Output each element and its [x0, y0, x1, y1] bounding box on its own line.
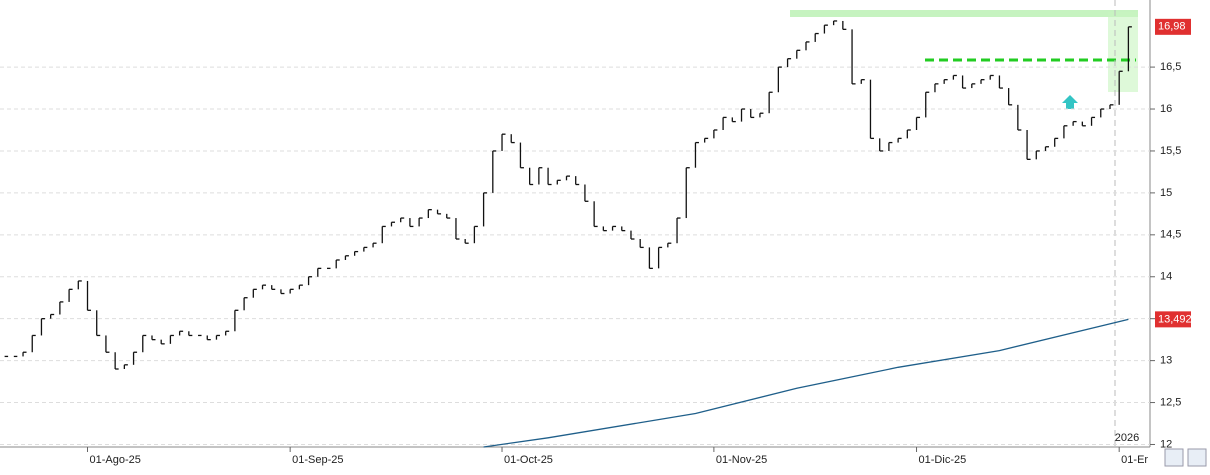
x-tick-label: 01-Er — [1121, 454, 1148, 466]
x-tick-label: 01-Ago-25 — [90, 454, 141, 466]
x-tick-label: 01-Nov-25 — [716, 454, 767, 466]
zoom-button[interactable] — [1164, 448, 1184, 467]
x-tick-label: 01-Oct-25 — [504, 454, 553, 466]
last-value-label: 13,492 — [1158, 313, 1192, 325]
y-tick-label: 15,5 — [1160, 145, 1181, 157]
y-tick-label: 15 — [1160, 187, 1172, 199]
y-tick-label: 16 — [1160, 103, 1172, 115]
up-arrow — [1062, 95, 1078, 109]
y-tick-label: 13 — [1160, 355, 1172, 367]
y-tick-label: 14,5 — [1160, 229, 1181, 241]
save-button[interactable] — [1187, 448, 1207, 467]
last-value-label: 16,98 — [1158, 21, 1186, 33]
highlight-box — [1108, 12, 1138, 92]
y-tick-label: 12,5 — [1160, 396, 1181, 408]
x-tick-label: 01-Sep-25 — [292, 454, 343, 466]
y-tick-label: 16,5 — [1160, 61, 1181, 73]
year-label: 2026 — [1115, 432, 1139, 444]
resistance-band — [790, 10, 1138, 17]
last-value-box — [1155, 18, 1191, 35]
x-tick-label: 01-Dic-25 — [919, 454, 967, 466]
last-value-box — [1155, 311, 1191, 328]
y-tick-label: 14 — [1160, 271, 1172, 283]
y-tick-label: 12 — [1160, 438, 1172, 450]
moving-average — [483, 318, 1129, 448]
